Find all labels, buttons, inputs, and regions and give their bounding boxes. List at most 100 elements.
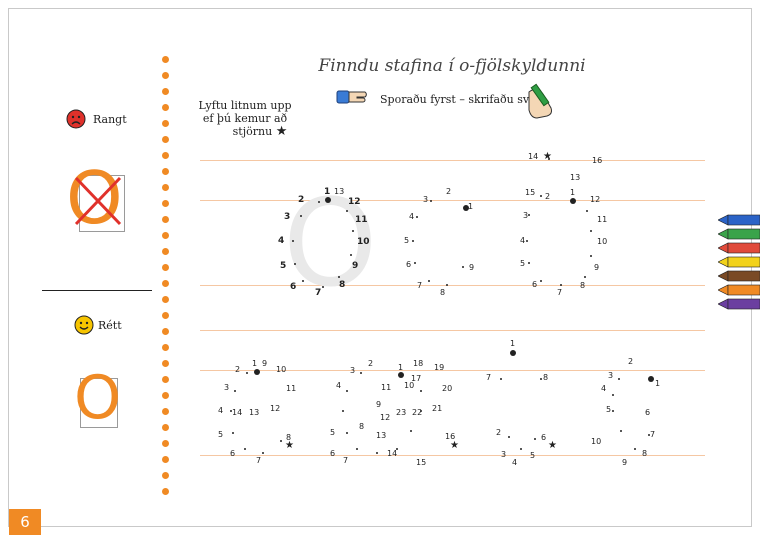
dot-number: 7: [256, 456, 262, 465]
binder-dot: [162, 456, 169, 463]
dot-number: 17: [411, 374, 422, 383]
happy-face-icon: [74, 315, 94, 335]
dot-number: 13: [376, 431, 387, 440]
start-dot: [570, 198, 576, 204]
trace-dot: [634, 448, 636, 450]
trace-dot: [318, 201, 320, 203]
trace-dot: [414, 262, 416, 264]
dot-number: 1: [468, 202, 474, 211]
trace-dot: [620, 430, 622, 432]
dot-number: 11: [286, 384, 297, 393]
dot-number: 21: [432, 404, 443, 413]
right-letter-example: O: [74, 368, 124, 434]
dot-number: 8: [339, 280, 346, 290]
star-icon: ★: [543, 151, 552, 162]
trace-dot: [462, 266, 464, 268]
note-line-2: ef þú kemur að: [202, 112, 288, 125]
dot-number: 1: [655, 379, 661, 388]
wrong-letter-example: O: [66, 162, 136, 238]
guide-line: [200, 455, 705, 456]
trace-dot: [346, 210, 348, 212]
trace-dot: [346, 390, 348, 392]
dot-number: 14: [528, 152, 539, 161]
star-icon: ★: [285, 440, 294, 451]
binder-dot: [162, 200, 169, 207]
wrong-label: Rangt: [93, 113, 127, 126]
binder-dot: [162, 152, 169, 159]
right-label: Rétt: [98, 319, 122, 332]
trace-dot: [540, 280, 542, 282]
dot-number: 6: [230, 449, 236, 458]
trace-dot: [338, 276, 340, 278]
dot-number: 12: [590, 195, 601, 204]
dot-number: 3: [608, 371, 614, 380]
trace-dot: [534, 438, 536, 440]
dot-number: 8: [440, 288, 446, 297]
dot-number: 6: [406, 260, 412, 269]
trace-dot: [396, 448, 398, 450]
dot-number: 4: [601, 384, 607, 393]
trace-dot: [342, 410, 344, 412]
dot-number: 23: [396, 408, 407, 417]
trace-dot: [612, 394, 614, 396]
dot-number: 7: [417, 281, 423, 290]
dot-number: 8: [359, 422, 365, 431]
binder-dot: [162, 392, 169, 399]
trace-dot: [246, 372, 248, 374]
dot-number: 11: [381, 383, 392, 392]
trace-dot: [356, 448, 358, 450]
trace-dot: [590, 230, 592, 232]
trace-dot: [548, 158, 550, 160]
dot-number: 2: [628, 357, 634, 366]
dot-number: 9: [594, 263, 600, 272]
dot-number: 13: [249, 408, 260, 417]
guide-line: [200, 200, 705, 201]
dot-number: 3: [501, 450, 507, 459]
binder-dot: [162, 264, 169, 271]
binder-dot: [162, 88, 169, 95]
trace-dot: [528, 214, 530, 216]
dot-number: 3: [423, 195, 429, 204]
dot-number: 12: [270, 404, 281, 413]
page-frame: [8, 8, 752, 527]
dot-number: 9: [469, 263, 475, 272]
dot-number: 1: [398, 363, 404, 372]
trace-dot: [500, 378, 502, 380]
dot-number: 7: [557, 288, 563, 297]
dot-number: 4: [336, 381, 342, 390]
binder-dot: [162, 328, 169, 335]
page-title: Finndu stafina í o-fjölskyldunni: [318, 56, 586, 76]
binder-dot: [162, 184, 169, 191]
dot-number: 2: [496, 428, 502, 437]
dot-number: 16: [592, 156, 603, 165]
trace-dot: [584, 276, 586, 278]
binder-dots: [160, 56, 172, 500]
trace-dot: [322, 286, 324, 288]
dot-number: 5: [530, 451, 536, 460]
start-dot: [398, 372, 404, 378]
trace-dot: [430, 200, 432, 202]
dot-number: 6: [532, 280, 538, 289]
dot-number: 5: [606, 405, 612, 414]
start-dot: [463, 205, 469, 211]
binder-dot: [162, 56, 169, 63]
dot-number: 2: [545, 192, 551, 201]
star-icon: ★: [275, 124, 288, 139]
trace-dot: [300, 215, 302, 217]
dot-number: 13: [334, 187, 345, 196]
trace-dot: [590, 255, 592, 257]
dot-number: 10: [276, 365, 287, 374]
trace-dot: [350, 254, 352, 256]
dot-number: 18: [413, 359, 424, 368]
dot-number: 7: [343, 456, 349, 465]
trace-dot: [526, 240, 528, 242]
dot-number: 4: [520, 236, 526, 245]
trace-dot: [508, 436, 510, 438]
crayons-icon: [718, 214, 760, 310]
dot-number: 13: [570, 173, 581, 182]
sad-face-icon: [66, 109, 86, 129]
dot-number: 10: [597, 237, 608, 246]
dot-number: 8: [580, 281, 586, 290]
trace-dot: [352, 230, 354, 232]
dot-number: 2: [298, 195, 305, 205]
